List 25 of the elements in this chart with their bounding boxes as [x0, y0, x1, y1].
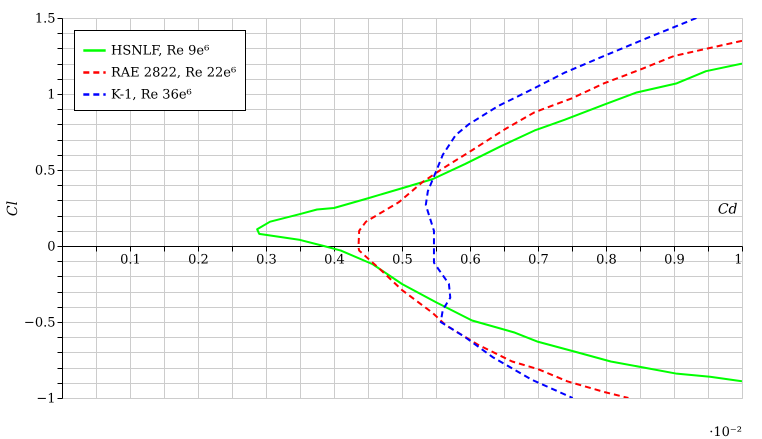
x-tick-label: 0.2 — [188, 252, 209, 268]
x-tick-label: 0.1 — [120, 252, 141, 268]
y-tick-label: 0.5 — [34, 164, 56, 178]
x-tick-label: 0.7 — [528, 252, 549, 268]
x-tick-label: 0.4 — [324, 252, 345, 268]
x-tick-label: 0.8 — [596, 252, 617, 268]
y-tick-label: 0 — [47, 240, 56, 254]
line-series — [357, 40, 742, 398]
line-series — [256, 62, 742, 382]
y-tick-label: −0.5 — [24, 316, 56, 330]
y-tick-label: 1.5 — [34, 12, 56, 26]
y-tick-label: 1 — [47, 88, 56, 102]
legend-label: HSNLF, Re 9e⁶ — [111, 44, 210, 58]
text: ·10⁻² — [709, 425, 742, 439]
y-tick-label: −1 — [36, 392, 56, 406]
legend-label: RAE 2822, Re 22e⁶ — [111, 66, 236, 80]
legend-label: K-1, Re 36e⁶ — [111, 88, 192, 102]
x-tick-label: 0.6 — [460, 252, 481, 268]
line-series — [424, 18, 698, 398]
y-axis-title: Cl — [4, 200, 21, 216]
x-tick-label: 0.9 — [664, 252, 685, 268]
x-axis-title: Cd — [718, 202, 738, 218]
x-tick-label: 0.5 — [392, 252, 413, 268]
x-tick-label: 0.3 — [256, 252, 277, 268]
x-tick-label: 1 — [734, 252, 742, 268]
